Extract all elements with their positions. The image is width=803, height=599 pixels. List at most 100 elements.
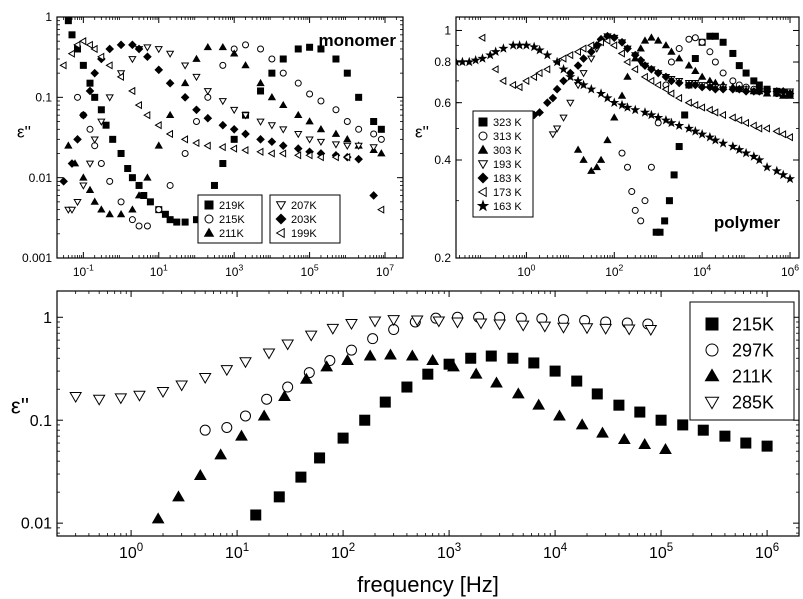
data-point — [596, 88, 607, 98]
y-tick-label: 0.4 — [434, 153, 451, 167]
data-point — [343, 152, 351, 162]
legend-marker — [704, 368, 720, 382]
y-tick-label: 1 — [45, 10, 52, 24]
data-point — [697, 82, 707, 92]
data-point — [535, 108, 544, 117]
data-point — [711, 32, 719, 40]
data-point — [156, 387, 170, 399]
y-tick-label: 0.6 — [434, 96, 451, 110]
series-199k — [59, 37, 385, 214]
data-point — [644, 325, 658, 337]
data-point — [529, 41, 540, 52]
panel-label: polymer — [714, 213, 781, 232]
data-point — [586, 47, 596, 57]
data-point — [91, 93, 99, 101]
legend-marker — [275, 201, 287, 211]
data-point — [64, 141, 73, 149]
data-point — [675, 45, 683, 53]
data-point — [515, 82, 523, 92]
data-point — [377, 205, 385, 214]
data-point — [241, 61, 250, 69]
data-point — [97, 106, 105, 114]
data-point — [105, 94, 114, 102]
data-point — [623, 72, 632, 80]
data-point — [599, 323, 613, 335]
data-point — [256, 78, 265, 87]
data-point — [355, 125, 363, 133]
plot-frame — [56, 16, 404, 259]
data-point — [543, 98, 552, 107]
data-point — [410, 315, 424, 327]
y-tick-label: 0.001 — [22, 251, 52, 265]
data-point — [491, 65, 499, 74]
data-point — [295, 471, 307, 483]
data-point — [345, 319, 358, 330]
data-point — [116, 40, 126, 50]
data-point — [514, 40, 525, 50]
data-point — [566, 50, 574, 60]
data-point — [718, 84, 728, 94]
data-point — [638, 438, 652, 450]
data-point — [192, 54, 201, 62]
data-point — [740, 437, 752, 449]
data-point — [552, 56, 563, 67]
series-183k — [529, 31, 795, 120]
data-point — [639, 107, 650, 117]
data-point — [214, 448, 228, 460]
data-point — [728, 84, 738, 94]
y-tick-label: 0.1 — [30, 413, 52, 430]
data-point — [617, 432, 631, 444]
legend-label: 285K — [732, 392, 774, 412]
data-point — [596, 155, 606, 163]
data-point — [778, 87, 788, 96]
legend-label: 211K — [732, 366, 773, 386]
data-point — [469, 367, 483, 379]
data-point — [640, 72, 648, 82]
data-point — [528, 357, 540, 369]
data-point — [257, 409, 271, 421]
data-point — [661, 72, 671, 82]
data-point — [154, 46, 163, 54]
data-point — [548, 131, 558, 139]
data-point — [79, 110, 88, 120]
data-point — [655, 414, 667, 426]
data-point — [762, 87, 772, 96]
data-point — [281, 339, 295, 351]
data-point — [314, 452, 326, 464]
data-point — [785, 89, 795, 98]
data-point — [279, 100, 288, 109]
data-point — [229, 124, 239, 134]
data-point — [451, 317, 464, 329]
series-207k — [64, 44, 378, 214]
data-point — [596, 38, 604, 47]
data-point — [573, 145, 583, 153]
data-point — [447, 360, 460, 372]
data-point — [661, 217, 669, 225]
data-point — [624, 163, 631, 171]
data-point — [154, 65, 164, 75]
y-tick-label: 0.01 — [21, 516, 52, 533]
data-point — [90, 136, 99, 144]
data-point — [230, 49, 239, 57]
legend-label: 297K — [732, 340, 774, 360]
data-point — [405, 349, 419, 361]
data-point — [559, 114, 568, 122]
data-point — [305, 136, 314, 144]
legend-label: 323 K — [493, 117, 522, 129]
data-point — [79, 37, 87, 46]
data-point — [478, 33, 486, 42]
legend: 215K 297K 211K 285K — [689, 301, 795, 421]
data-point — [128, 86, 136, 96]
data-point — [675, 143, 683, 151]
data-point — [294, 131, 303, 139]
data-point — [543, 65, 551, 74]
data-point — [229, 144, 238, 153]
series-303k — [573, 33, 795, 174]
legend-marker — [203, 227, 215, 237]
data-point — [616, 99, 628, 110]
legend-label: 219K — [219, 200, 245, 212]
data-point — [193, 469, 207, 481]
data-point — [559, 76, 568, 86]
data-point — [267, 93, 277, 101]
